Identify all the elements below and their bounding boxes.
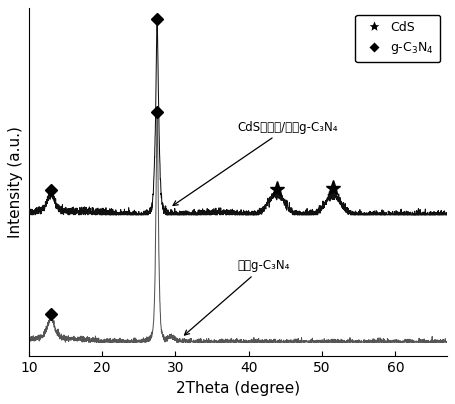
Text: CdS量子点/超薄g-C₃N₄: CdS量子点/超薄g-C₃N₄ — [173, 121, 338, 206]
X-axis label: 2Theta (degree): 2Theta (degree) — [176, 381, 300, 396]
Y-axis label: Intensity (a.u.): Intensity (a.u.) — [8, 126, 23, 238]
Text: 超薄g-C₃N₄: 超薄g-C₃N₄ — [184, 259, 290, 335]
Legend: CdS, g-C$_3$N$_4$: CdS, g-C$_3$N$_4$ — [355, 15, 440, 62]
